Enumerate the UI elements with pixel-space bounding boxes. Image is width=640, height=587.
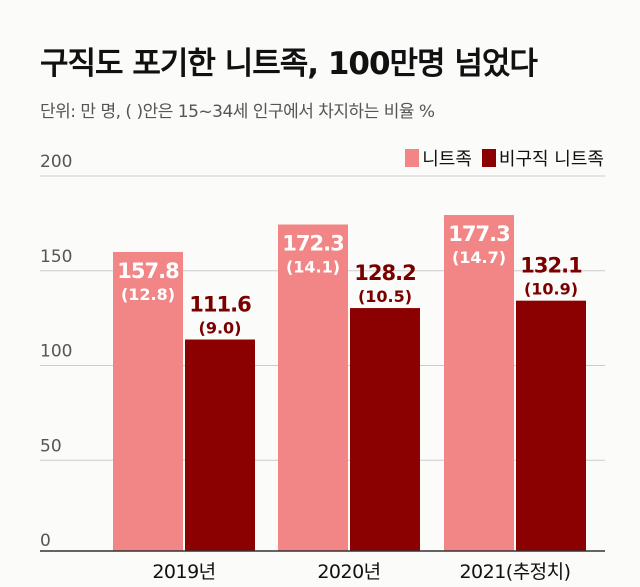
share-label: (9.0) xyxy=(199,319,242,338)
bar xyxy=(350,308,420,551)
legend-label: 니트족 xyxy=(422,149,472,170)
share-label: (10.9) xyxy=(524,280,578,299)
data-label: 177.3 xyxy=(448,222,509,246)
y-tick-label: 0 xyxy=(40,531,51,551)
share-label: (12.8) xyxy=(121,285,175,304)
data-label: 128.2 xyxy=(354,261,415,285)
y-tick-label: 50 xyxy=(40,436,62,456)
bar xyxy=(278,224,348,551)
y-tick-label: 200 xyxy=(40,152,72,172)
bar xyxy=(113,251,183,551)
data-label: 111.6 xyxy=(189,293,251,317)
legend-label: 비구직 니트족 xyxy=(498,149,604,170)
bar xyxy=(444,215,514,552)
share-label: (14.1) xyxy=(286,257,340,276)
y-tick-label: 150 xyxy=(40,247,72,267)
legend: 니트족 비구직 니트족 xyxy=(405,145,604,171)
data-label: 172.3 xyxy=(282,231,343,255)
data-label: 157.8 xyxy=(117,259,179,283)
bar xyxy=(185,339,255,551)
x-tick-label: 2020년 xyxy=(317,561,380,583)
x-tick-label: 2021(추정치) xyxy=(459,561,570,583)
x-tick-label: 2019년 xyxy=(152,561,215,583)
legend-swatch xyxy=(405,149,420,167)
legend-swatch xyxy=(481,149,496,167)
legend-item-neet: 니트족 xyxy=(405,145,472,171)
chart-subtitle: 단위: 만 명, ( )안은 15~34세 인구에서 차지하는 비율 % xyxy=(40,102,435,122)
chart-title: 구직도 포기한 니트족, 100만명 넘었다 xyxy=(40,46,538,82)
y-tick-label: 100 xyxy=(40,342,72,362)
bar xyxy=(516,300,586,551)
share-label: (14.7) xyxy=(452,248,506,267)
legend-item-nonjob-neet: 비구직 니트족 xyxy=(481,145,604,171)
data-label: 132.1 xyxy=(520,254,582,278)
share-label: (10.5) xyxy=(358,287,412,306)
